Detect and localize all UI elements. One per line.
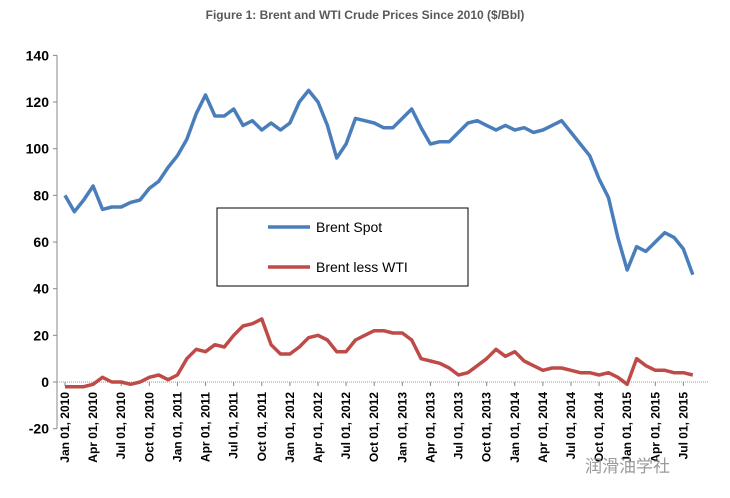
x-tick-label: Apr 01, 2014 [536, 392, 550, 463]
x-tick-label: Oct 01, 2011 [255, 392, 269, 462]
x-tick-label: Apr 01, 2015 [648, 392, 662, 463]
x-tick-label: Oct 01, 2014 [592, 392, 606, 462]
x-tick-label: Apr 01, 2012 [311, 392, 325, 463]
y-tick-label: 60 [33, 234, 49, 250]
legend-label: Brent Spot [316, 219, 382, 235]
y-tick-label: 140 [26, 47, 50, 63]
x-tick-label: Jan 01, 2011 [170, 392, 184, 462]
x-tick-label: Jul 01, 2014 [564, 392, 578, 460]
series-line-brent-less-wti [65, 317, 694, 389]
watermark: 润滑油学社 [585, 457, 670, 476]
x-tick-label: Jan 01, 2015 [620, 392, 634, 463]
x-tick-label: Jan 01, 2014 [508, 392, 522, 463]
legend [216, 207, 469, 287]
y-tick-label: -20 [29, 421, 49, 437]
x-tick-label: Jan 01, 2012 [283, 392, 297, 463]
x-tick-label: Jul 01, 2013 [452, 392, 466, 460]
legend-label: Brent less WTI [316, 259, 408, 275]
x-tick-label: Jul 01, 2015 [676, 392, 690, 460]
x-tick-label: Apr 01, 2010 [86, 392, 100, 463]
y-tick-label: 20 [33, 327, 49, 343]
x-tick-label: Apr 01, 2013 [423, 392, 437, 463]
y-tick-label: 120 [26, 94, 50, 110]
y-tick-label: 40 [33, 281, 49, 297]
y-tick-label: 80 [33, 187, 49, 203]
x-tick-label: Apr 01, 2011 [199, 392, 213, 462]
x-tick-label: Jan 01, 2010 [58, 392, 72, 463]
x-tick-label: Oct 01, 2012 [367, 392, 381, 462]
x-tick-label: Jul 01, 2012 [339, 392, 353, 460]
y-tick-label: 0 [41, 374, 49, 390]
chart-title: Figure 1: Brent and WTI Crude Prices Sin… [205, 8, 525, 22]
x-tick-label: Jul 01, 2010 [114, 392, 128, 460]
x-tick-label: Jul 01, 2011 [227, 392, 241, 459]
y-tick-label: 100 [26, 141, 50, 157]
x-tick-label: Oct 01, 2010 [142, 392, 156, 462]
x-tick-label: Jan 01, 2013 [395, 392, 409, 463]
series-line-brent-spot [63, 88, 695, 276]
x-tick-label: Oct 01, 2013 [480, 392, 494, 462]
